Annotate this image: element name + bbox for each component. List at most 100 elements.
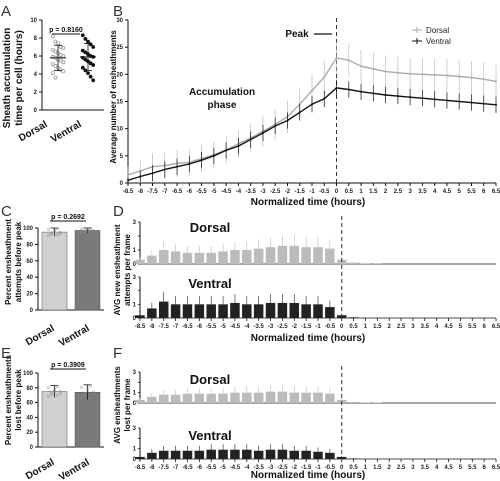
panel-c-y-tick-label: 40 [26, 275, 33, 281]
panel-c-point [86, 227, 89, 231]
panel-b-point-dorsal [372, 67, 375, 70]
panel-f-x-tick-label: 6.5 [492, 465, 500, 471]
panel-f-bar-ventral [147, 452, 157, 459]
panel-b-x-tick-label: 4 [433, 189, 437, 195]
panel-f-x-tick-label: -4.5 [230, 465, 241, 471]
panel-e-point [83, 394, 86, 398]
panel-e-point [86, 387, 89, 390]
panel-b-x-tick-label: -2.5 [270, 189, 281, 195]
panel-b-point-ventral [409, 96, 412, 99]
panel-d-bar-ventral [289, 302, 300, 318]
panel-f-bar-ventral [206, 449, 216, 459]
panel-f-bar-ventral [170, 450, 181, 459]
panel-a-point-ventral [91, 45, 96, 49]
panel-b-x-tick-label: 1.5 [369, 189, 378, 195]
panel-f-x-tick-label: -7 [173, 465, 179, 471]
panel-e-point [53, 389, 56, 392]
panel-b-point-ventral [458, 100, 461, 103]
panel-b-x-tick-label: -4 [236, 189, 242, 195]
panel-d-ventral-y-tick-label: 0 [133, 316, 137, 322]
panel-f-x-tick-label: -8 [149, 465, 155, 471]
panel-b-x-tick-label: -8 [138, 189, 144, 195]
panel-b-point-ventral [372, 92, 375, 95]
panel-b-point-ventral [396, 95, 399, 98]
panel-c-point [83, 229, 86, 233]
panel-f-ventral-y-tick-label: 1 [133, 447, 137, 453]
panel-f-x-tick-label: 1.5 [373, 465, 382, 471]
panel-f-bar-ventral [325, 452, 335, 459]
panel-b-point-ventral [225, 149, 228, 152]
panel-c-y-tick-label: 60 [26, 259, 33, 265]
panel-d-bar-dorsal [242, 250, 252, 264]
panel-f-bar-ventral [253, 450, 264, 459]
panel-e-y-tick-label: 100 [23, 371, 34, 377]
panel-b-x-tick-label: 0 [335, 189, 339, 195]
panel-d-x-tick-label: -6 [197, 324, 203, 330]
panel-d-bar-ventral [182, 304, 193, 318]
panel-b-x-tick-label: -6 [187, 189, 193, 195]
panel-a-y-ticks: 0 2 4 6 8 10 [30, 18, 42, 114]
panel-f-bar-ventral [301, 450, 311, 459]
panel-b-x-tick-label: -3.5 [245, 189, 256, 195]
panel-d-x-tick-label: 5 [459, 324, 463, 330]
panel-f-x-tick-label: -6.5 [182, 465, 193, 471]
panel-f-bar-dorsal [230, 392, 240, 403]
panel-a-point-dorsal [53, 49, 58, 54]
panel-d-bar-dorsal [218, 251, 228, 264]
panel-b-point-dorsal [421, 73, 424, 76]
panel-f-bar-ventral [348, 458, 359, 459]
panel-e-category-ventral: Ventral [57, 457, 92, 481]
panel-d-x-tick-label: -1 [315, 324, 321, 330]
panel-b-xlabel: Normalized time (hours) [251, 197, 365, 208]
panel-a-y-tick-label: 2 [34, 90, 38, 96]
panel-f-bar-dorsal [360, 402, 371, 403]
panel-a-point-dorsal [53, 39, 58, 44]
panel-f-bar-dorsal [194, 393, 205, 403]
panel-a-ylabel-line1: Sheath accumulation [2, 28, 13, 129]
panel-f-bar-ventral [265, 449, 276, 459]
panel-d-bar-dorsal [313, 247, 323, 264]
panel-b-point-dorsal [384, 70, 387, 73]
panel-f-xlabel: Normalized time (hours) [251, 470, 365, 481]
panel-label-c: C [1, 203, 12, 220]
panel-a-plot [41, 20, 104, 111]
panel-a-y-tick-label: 8 [34, 36, 38, 42]
panel-a-point-ventral [80, 33, 85, 38]
panel-f-plot: 0 1 3 0 1 3 -8.5 -8 -7.5 -7 -6.5 -6 -5.5 -5 -4.5 -4 -3.5… [133, 366, 500, 471]
panel-e-y-tick-label: 40 [26, 415, 33, 421]
panel-f-bar-ventral [289, 450, 300, 459]
panel-c-category-dorsal: Dorsal [24, 323, 57, 348]
panel-e-point [80, 385, 83, 389]
panel-d-bar-dorsal [170, 251, 181, 264]
legend-label-ventral: Ventral [426, 37, 451, 46]
panel-f-bar-ventral [194, 450, 205, 459]
panel-b-x-tick-label: 2.5 [394, 189, 403, 195]
panel-b-x-tick-label: -5 [211, 189, 217, 195]
panel-e-p-value: p = 0.3909 [51, 362, 85, 369]
panel-d-plot: 0 1 3 0 1 3 -8.5 -8 -7.5 -7 -6.5 -6 -5.5 -5 -4.5 -4 -3.5… [133, 216, 500, 330]
panel-c-p-value: p = 0.2692 [51, 214, 85, 221]
panel-b-x-tick-label: -4.5 [221, 189, 232, 195]
panel-f-x-tick-label: -5 [220, 465, 226, 471]
panel-d-bar-ventral [265, 302, 276, 318]
panel-c-point [47, 234, 50, 237]
panel-d-bar-ventral [158, 301, 169, 318]
panel-c-point [53, 228, 56, 232]
panel-c-ylabel-line1: Percent ensheathment [4, 219, 13, 305]
panel-d-bar-dorsal [158, 250, 169, 264]
panel-f-dorsal-y-tick-label: 0 [133, 401, 137, 407]
panel-b-x-tick-label: -1 [309, 189, 315, 195]
panel-b-x-tick-label: 5 [458, 189, 462, 195]
panel-c-point [59, 232, 62, 235]
panel-d-x-tick-label: -4.5 [230, 324, 241, 330]
panel-b-point-ventral [127, 179, 129, 182]
panel-c-point [83, 230, 86, 234]
panel-d-dorsal-y-tick-label: 3 [133, 220, 137, 226]
panel-e-point [47, 395, 50, 398]
panel-a-point-ventral [86, 71, 90, 75]
panel-b-point-ventral [176, 165, 179, 168]
panel-b-point-dorsal [433, 73, 436, 76]
panel-f-x-tick-label: 0 [340, 465, 344, 471]
panel-b-x-tick-label: -6.5 [172, 189, 183, 195]
